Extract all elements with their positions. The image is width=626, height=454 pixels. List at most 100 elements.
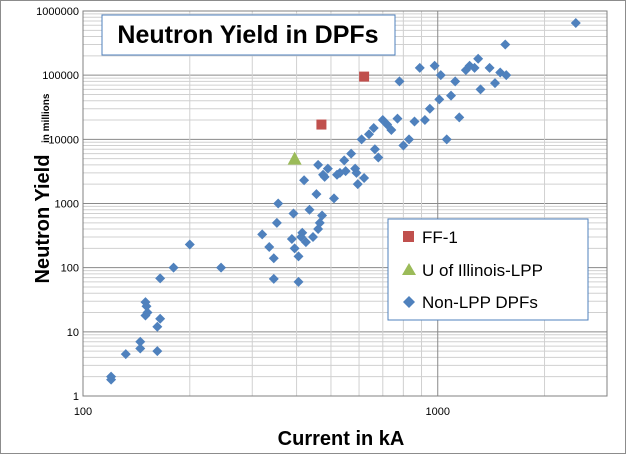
y-tick-labels: 1 10 100 1000 10000 100000 1000000 bbox=[36, 6, 79, 403]
y-axis-title: Neutron Yield bbox=[32, 155, 54, 284]
y-tick-label: 1000000 bbox=[36, 6, 79, 18]
data-point-non-lpp-dpfs bbox=[329, 193, 340, 204]
data-point-non-lpp-dpfs bbox=[288, 208, 299, 219]
data-point-non-lpp-dpfs bbox=[268, 253, 279, 264]
data-point-non-lpp-dpfs bbox=[313, 159, 324, 170]
data-point-non-lpp-dpfs bbox=[257, 229, 268, 240]
data-point-non-lpp-dpfs bbox=[304, 204, 315, 215]
data-point-non-lpp-dpfs bbox=[340, 166, 351, 177]
data-point-ff-1 bbox=[316, 119, 327, 130]
data-points bbox=[106, 18, 581, 385]
data-point-non-lpp-dpfs bbox=[398, 140, 409, 151]
data-point-non-lpp-dpfs bbox=[135, 343, 146, 354]
legend-marker-non-lpp bbox=[403, 296, 415, 308]
data-point-non-lpp-dpfs bbox=[409, 116, 420, 127]
data-point-non-lpp-dpfs bbox=[152, 321, 163, 332]
data-point-non-lpp-dpfs bbox=[414, 62, 425, 73]
data-point-non-lpp-dpfs bbox=[454, 112, 465, 123]
grid-lines bbox=[82, 11, 608, 397]
data-point-non-lpp-dpfs bbox=[120, 349, 131, 360]
data-point-non-lpp-dpfs bbox=[264, 241, 275, 252]
data-point-non-lpp-dpfs bbox=[500, 39, 511, 50]
data-point-non-lpp-dpfs bbox=[271, 217, 282, 228]
legend-label-non-lpp: Non-LPP DPFs bbox=[422, 293, 538, 312]
chart-title-box bbox=[101, 14, 396, 56]
data-point-non-lpp-dpfs bbox=[184, 239, 195, 250]
data-point-non-lpp-dpfs bbox=[317, 210, 328, 221]
data-point-non-lpp-dpfs bbox=[155, 313, 166, 324]
data-point-non-lpp-dpfs bbox=[369, 144, 380, 155]
data-point-non-lpp-dpfs bbox=[268, 273, 279, 284]
data-point-non-lpp-dpfs bbox=[429, 60, 440, 71]
data-point-non-lpp-dpfs bbox=[286, 233, 297, 244]
data-point-non-lpp-dpfs bbox=[106, 374, 117, 385]
x-tick-label: 100 bbox=[74, 406, 92, 418]
data-point-non-lpp-dpfs bbox=[450, 76, 461, 87]
data-point-non-lpp-dpfs bbox=[141, 301, 152, 312]
plot-area-border bbox=[82, 10, 608, 397]
legend-label-illinois: U of Illinois-LPP bbox=[422, 261, 543, 280]
data-point-non-lpp-dpfs bbox=[434, 94, 445, 105]
y-tick-label: 1 bbox=[73, 391, 79, 403]
y-tick-label: 1000 bbox=[55, 199, 79, 211]
data-point-non-lpp-dpfs bbox=[501, 70, 512, 81]
legend-label-ff1: FF-1 bbox=[422, 228, 458, 247]
data-point-non-lpp-dpfs bbox=[441, 134, 452, 145]
data-point-non-lpp-dpfs bbox=[339, 155, 350, 166]
data-point-non-lpp-dpfs bbox=[435, 70, 446, 81]
data-point-non-lpp-dpfs bbox=[419, 115, 430, 126]
data-point-non-lpp-dpfs bbox=[314, 217, 325, 228]
data-point-non-lpp-dpfs bbox=[570, 18, 581, 29]
x-tick-label: 1000 bbox=[426, 406, 450, 418]
data-point-non-lpp-dpfs bbox=[152, 346, 163, 357]
data-point-non-lpp-dpfs bbox=[352, 179, 363, 190]
data-point-u-of-illinois-lpp bbox=[287, 151, 302, 165]
data-point-non-lpp-dpfs bbox=[475, 84, 486, 95]
y-tick-label: 10 bbox=[67, 327, 79, 339]
chart-title: Neutron Yield in DPFs bbox=[117, 21, 378, 49]
y-axis-title-suffix: in millions bbox=[41, 93, 52, 143]
data-point-non-lpp-dpfs bbox=[469, 62, 480, 73]
data-point-non-lpp-dpfs bbox=[489, 78, 500, 89]
data-point-non-lpp-dpfs bbox=[394, 76, 405, 87]
legend: FF-1 U of Illinois-LPP Non-LPP DPFs bbox=[387, 218, 589, 321]
data-point-non-lpp-dpfs bbox=[386, 124, 397, 135]
y-tick-label: 100 bbox=[61, 263, 79, 275]
data-point-non-lpp-dpfs bbox=[319, 171, 330, 182]
data-point-non-lpp-dpfs bbox=[351, 167, 362, 178]
data-point-non-lpp-dpfs bbox=[322, 163, 333, 174]
data-point-non-lpp-dpfs bbox=[373, 152, 384, 163]
data-point-non-lpp-dpfs bbox=[446, 90, 457, 101]
data-point-non-lpp-dpfs bbox=[299, 175, 310, 186]
data-point-non-lpp-dpfs bbox=[363, 129, 374, 140]
legend-marker-ff1 bbox=[403, 231, 414, 242]
data-point-non-lpp-dpfs bbox=[392, 113, 403, 124]
data-point-non-lpp-dpfs bbox=[216, 262, 227, 273]
data-point-non-lpp-dpfs bbox=[473, 53, 484, 64]
data-point-non-lpp-dpfs bbox=[300, 237, 311, 248]
data-point-non-lpp-dpfs bbox=[142, 307, 153, 318]
data-point-non-lpp-dpfs bbox=[346, 148, 357, 159]
x-axis-title: Current in kA bbox=[278, 428, 405, 450]
legend-box bbox=[387, 218, 589, 321]
data-point-non-lpp-dpfs bbox=[297, 227, 308, 238]
data-point-non-lpp-dpfs bbox=[356, 134, 367, 145]
data-point-non-lpp-dpfs bbox=[368, 123, 379, 134]
y-tick-label: 100000 bbox=[42, 70, 79, 82]
data-point-non-lpp-dpfs bbox=[484, 62, 495, 73]
data-point-ff-1 bbox=[359, 71, 370, 82]
data-point-non-lpp-dpfs bbox=[404, 134, 415, 145]
data-point-non-lpp-dpfs bbox=[359, 172, 370, 183]
data-point-non-lpp-dpfs bbox=[424, 103, 435, 114]
data-point-non-lpp-dpfs bbox=[168, 262, 179, 273]
data-point-non-lpp-dpfs bbox=[293, 251, 304, 262]
data-point-non-lpp-dpfs bbox=[289, 243, 300, 254]
data-point-non-lpp-dpfs bbox=[135, 336, 146, 347]
data-point-non-lpp-dpfs bbox=[311, 189, 322, 200]
data-point-non-lpp-dpfs bbox=[308, 232, 319, 243]
x-tick-labels: 100 1000 bbox=[74, 406, 450, 418]
data-point-non-lpp-dpfs bbox=[293, 276, 304, 287]
y-tick-label: 10000 bbox=[48, 134, 79, 146]
